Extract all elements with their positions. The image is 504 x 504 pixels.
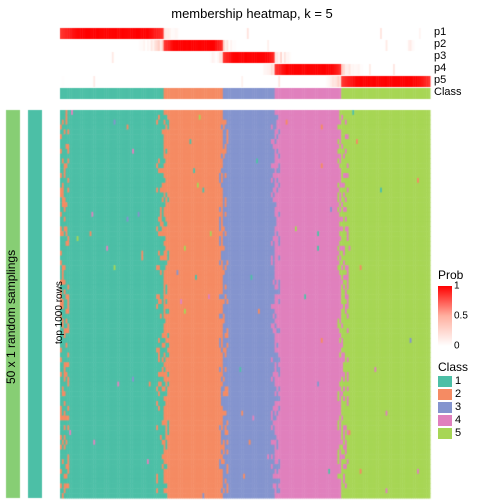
- legend-prob: Prob 1 0.5 0: [438, 268, 463, 346]
- anno-label-class: Class: [434, 86, 462, 98]
- legend-prob-tick-1: 1: [454, 281, 460, 292]
- anno-label-p3: p3: [434, 50, 446, 62]
- legend-swatch-1: [438, 376, 452, 387]
- legend-prob-tick-05: 0.5: [454, 311, 468, 322]
- legend-prob-scale: 1 0.5 0: [438, 286, 452, 346]
- legend-class-item-4: 4: [438, 414, 468, 426]
- legend-swatch-2: [438, 389, 452, 400]
- legend-swatch-4: [438, 415, 452, 426]
- legend-class-item-3: 3: [438, 401, 468, 413]
- legend-class-item-1: 1: [438, 375, 468, 387]
- anno-label-p1: p1: [434, 26, 446, 38]
- legend-class-title: Class: [438, 360, 468, 374]
- legend-class-item-2: 2: [438, 388, 468, 400]
- legend-class: Class 1 2 3 4 5: [438, 360, 468, 439]
- left-label-inner: top 1000 rows: [54, 281, 65, 344]
- left-label-outer: 50 x 1 random samplings: [4, 250, 18, 384]
- chart-title: membership heatmap, k = 5: [0, 6, 504, 21]
- legend-class-label-1: 1: [455, 375, 461, 387]
- legend-class-label-4: 4: [455, 414, 461, 426]
- legend-class-label-5: 5: [455, 427, 461, 439]
- legend-class-label-3: 3: [455, 401, 461, 413]
- legend-class-label-2: 2: [455, 388, 461, 400]
- anno-label-p2: p2: [434, 38, 446, 50]
- heatmap-canvas: [0, 0, 504, 504]
- anno-label-p4: p4: [434, 62, 446, 74]
- legend-prob-tick-0: 0: [454, 341, 460, 352]
- legend-class-item-5: 5: [438, 427, 468, 439]
- legend-swatch-3: [438, 402, 452, 413]
- legend-swatch-5: [438, 428, 452, 439]
- anno-label-p5: p5: [434, 74, 446, 86]
